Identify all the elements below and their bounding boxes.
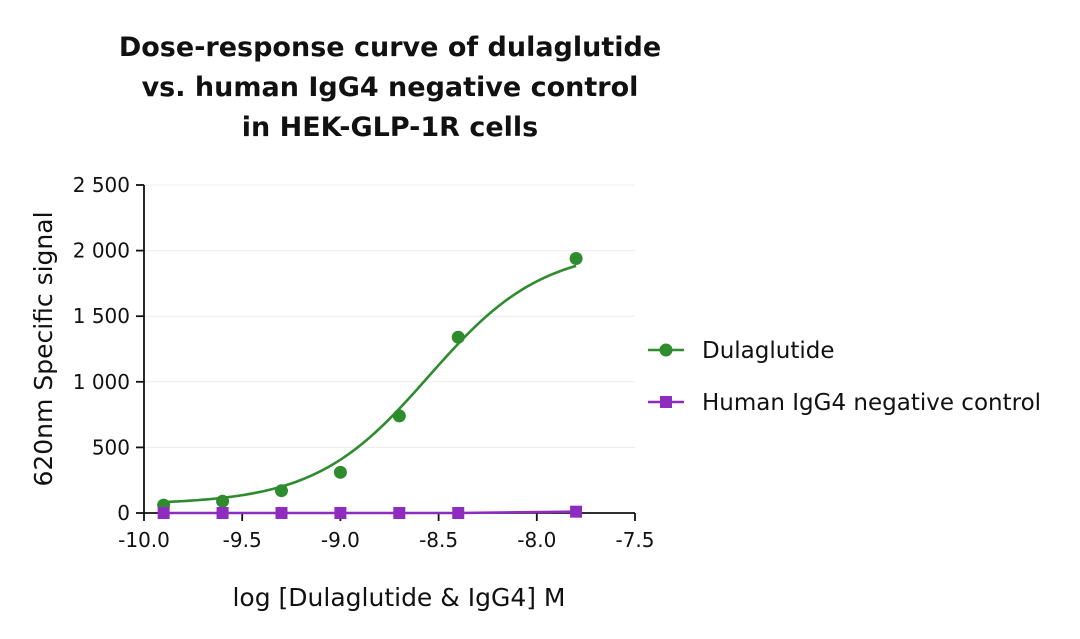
x-tick-label: -8.0 [517, 528, 556, 552]
x-tick-label: -8.5 [419, 528, 458, 552]
ticks: 0 500 1 000 1 500 2 000 2 500 -10.0 -9.5 -9.0 -8.… [73, 173, 655, 552]
data-point [569, 251, 583, 265]
data-point [333, 465, 347, 479]
legend-marker [659, 343, 673, 357]
y-tick-label: 500 [92, 435, 130, 459]
x-tick-label: -9.0 [321, 528, 360, 552]
data-point [392, 409, 406, 423]
x-tick-label: -9.5 [223, 528, 262, 552]
axes [143, 185, 635, 514]
legend-marker [660, 396, 672, 408]
chart-title-line: Dose-response curve of dulaglutide [118, 32, 662, 63]
x-axis-label: log [Dulaglutide & IgG4] M [232, 583, 565, 612]
y-tick-label: 0 [117, 501, 130, 525]
legend-label: Dulaglutide [702, 338, 835, 364]
series-line [163, 264, 577, 504]
grid-lines [144, 184, 635, 448]
data-point [216, 494, 230, 508]
legend-entry: Dulaglutide [648, 338, 835, 364]
data-point [451, 330, 465, 344]
data-point [334, 507, 347, 519]
y-tick-label: 1 500 [73, 304, 130, 328]
y-tick-label: 1 000 [73, 370, 130, 394]
chart-title-line: in HEK-GLP-1R cells [241, 112, 539, 143]
legend: Dulaglutide Human IgG4 negative control [648, 338, 1041, 416]
legend-label: Human IgG4 negative control [702, 390, 1041, 416]
x-tick-label: -10.0 [118, 528, 170, 552]
data-point [393, 507, 406, 519]
data-point [274, 484, 288, 498]
legend-entry: Human IgG4 negative control [648, 390, 1041, 416]
data-point [275, 507, 288, 519]
y-tick-label: 2 000 [73, 239, 130, 263]
chart-title: Dose-response curve of dulaglutide vs. h… [40, 28, 740, 148]
series-igg4-control [157, 505, 583, 519]
chart-title-line: vs. human IgG4 negative control [141, 72, 639, 103]
y-axis-label: 620nm Specific signal [29, 211, 58, 486]
data-point [570, 505, 583, 518]
x-tick-label: -7.5 [615, 528, 654, 552]
data-point [452, 507, 465, 519]
data-point [216, 507, 229, 519]
series [157, 251, 583, 519]
data-point [157, 507, 170, 519]
y-tick-label: 2 500 [73, 173, 130, 197]
